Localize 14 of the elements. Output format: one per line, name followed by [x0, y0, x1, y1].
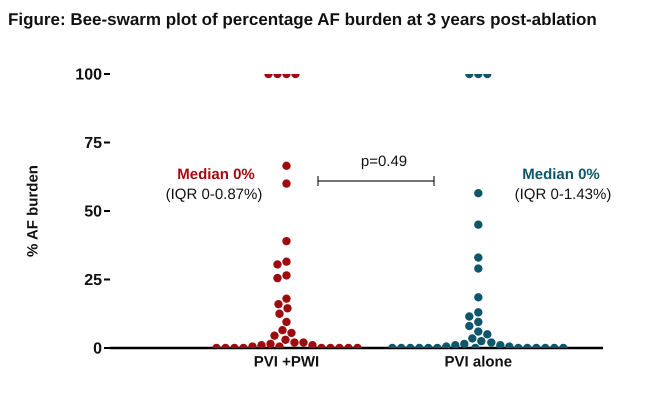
x-tick-label: PVI +PWI [254, 354, 320, 371]
annotation: (IQR 0-0.87%) [166, 186, 262, 203]
y-tick-label: 100 [75, 66, 102, 84]
y-tick-label: 50 [84, 204, 102, 221]
y-axis-title: % AF burden [24, 165, 42, 257]
annotation: Median 0% [522, 166, 600, 183]
y-tick-label: 75 [84, 135, 102, 152]
chart-title: Figure: Bee-swarm plot of percentage AF burden at 3 years post-ablation [8, 10, 598, 30]
annotation: p=0.49 [360, 153, 408, 170]
annotation: (IQR 0-1.43%) [514, 186, 612, 203]
y-tick-label: 0 [93, 340, 102, 358]
annotation: Median 0% [177, 166, 255, 183]
x-tick-label: PVI alone [444, 354, 512, 371]
y-tick-label: 25 [84, 272, 102, 290]
